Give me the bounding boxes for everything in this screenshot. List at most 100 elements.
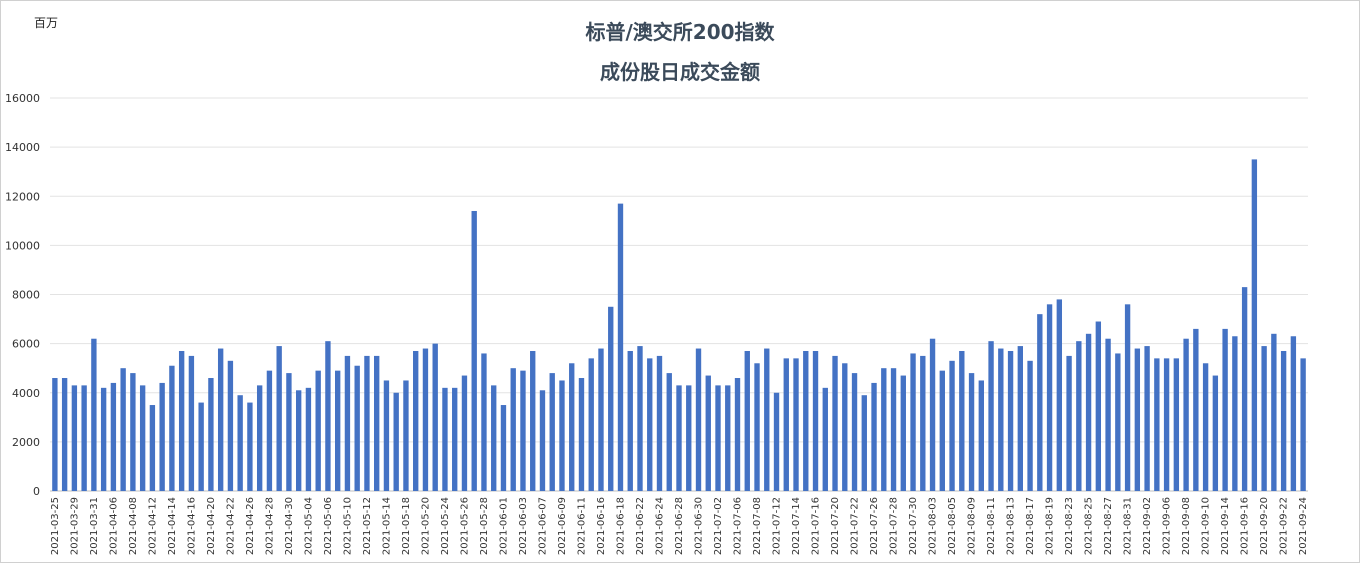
bar (764, 348, 770, 491)
bar (520, 370, 526, 491)
bar (1105, 338, 1111, 491)
bar (959, 350, 965, 491)
bar (1280, 350, 1287, 491)
x-tick-label: 2021-09-02 (1142, 497, 1153, 555)
bar (686, 385, 692, 491)
bar (871, 382, 877, 491)
x-tick-label: 2021-07-28 (889, 497, 900, 555)
bar (725, 385, 731, 491)
bar (929, 338, 936, 491)
bar (1251, 159, 1258, 491)
bar (881, 368, 887, 491)
bar (1046, 304, 1053, 491)
x-tick-label: 2021-04-06 (108, 497, 119, 555)
bar (461, 375, 468, 491)
bar (325, 341, 331, 491)
bar (188, 355, 195, 491)
x-tick-label: 2021-08-23 (1064, 497, 1075, 555)
bar (1232, 336, 1238, 491)
bar (422, 348, 429, 491)
x-tick-label: 2021-04-14 (167, 497, 178, 555)
x-tick-label: 2021-05-12 (362, 497, 373, 555)
bar (939, 370, 945, 491)
x-tick-label: 2021-06-28 (674, 497, 685, 555)
bar (81, 385, 87, 491)
bar (1085, 333, 1092, 491)
x-tick-label: 2021-06-18 (615, 497, 626, 555)
x-tick-label: 2021-08-11 (986, 497, 997, 555)
x-tick-label: 2021-06-30 (694, 497, 705, 555)
bar (364, 355, 370, 491)
bar (647, 358, 653, 491)
bar (374, 355, 380, 491)
bar (793, 358, 799, 491)
x-tick-label: 2021-06-16 (596, 497, 607, 555)
x-tick-label: 2021-08-03 (928, 497, 939, 555)
x-tick-label: 2021-06-22 (635, 497, 646, 555)
bar (968, 373, 975, 491)
bar (247, 402, 253, 491)
bar (920, 355, 926, 491)
x-tick-label: 2021-06-09 (557, 497, 568, 555)
chart-title: 标普/澳交所200指数 (585, 20, 775, 44)
x-tick-label: 2021-08-09 (967, 497, 978, 555)
x-tick-label: 2021-09-14 (1220, 497, 1231, 555)
bar (403, 380, 409, 491)
bar (832, 355, 838, 491)
bar (608, 306, 614, 491)
bar (1300, 358, 1306, 491)
bar (237, 395, 243, 491)
bar (617, 203, 624, 491)
x-tick-label: 2021-08-05 (947, 497, 958, 555)
bar (169, 365, 175, 491)
bar (734, 378, 741, 491)
x-tick-label: 2021-06-07 (537, 497, 548, 555)
bar (256, 385, 263, 491)
bar (1037, 314, 1043, 491)
y-tick-label: 14000 (5, 141, 40, 154)
x-tick-label: 2021-04-12 (147, 497, 158, 555)
y-tick-label: 2000 (12, 436, 40, 449)
bar (491, 385, 497, 491)
bar (91, 338, 97, 491)
bar (110, 382, 117, 491)
bar (822, 387, 828, 491)
x-tick-label: 2021-07-20 (830, 497, 841, 555)
x-tick-label: 2021-08-17 (1025, 497, 1036, 555)
x-tick-label: 2021-05-06 (323, 497, 334, 555)
bar (695, 348, 702, 491)
bar (715, 385, 721, 491)
bar (890, 368, 897, 491)
x-tick-label: 2021-05-14 (381, 497, 392, 555)
x-tick-label: 2021-05-18 (401, 497, 412, 555)
bar (178, 350, 185, 491)
y-axis-ticks: 0 2000 4000 6000 8000 10000 12000 14000 16000 (5, 92, 40, 498)
bar (549, 373, 555, 491)
y-tick-label: 4000 (12, 387, 40, 400)
bar (383, 380, 390, 491)
bar (1241, 287, 1248, 491)
x-tick-label: 2021-07-02 (713, 497, 724, 555)
x-tick-label: 2021-05-28 (479, 497, 490, 555)
x-tick-label: 2021-04-22 (225, 497, 236, 555)
bar (1076, 341, 1082, 491)
x-tick-label: 2021-06-24 (654, 497, 665, 555)
bar (949, 360, 955, 491)
x-tick-label: 2021-05-24 (440, 497, 451, 555)
bar (335, 370, 341, 491)
x-tick-label: 2021-09-22 (1279, 497, 1290, 555)
bar (1027, 360, 1033, 491)
y-tick-label: 10000 (5, 239, 40, 252)
bar (978, 380, 984, 491)
x-tick-label: 2021-09-16 (1240, 497, 1251, 555)
bar (1095, 321, 1102, 491)
bar (71, 385, 78, 491)
x-tick-label: 2021-08-25 (1084, 497, 1095, 555)
y-tick-label: 0 (33, 485, 40, 498)
x-tick-label: 2021-04-26 (245, 497, 256, 555)
bar (588, 358, 594, 491)
bar (149, 405, 156, 491)
x-tick-label: 2021-09-24 (1298, 497, 1309, 555)
bar (471, 210, 477, 492)
bar (1261, 346, 1267, 491)
